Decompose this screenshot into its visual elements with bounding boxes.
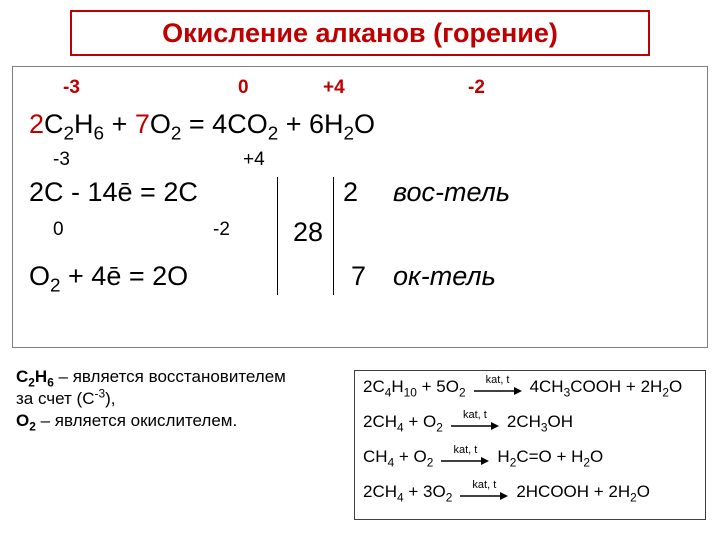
reaction-arrow: kat, t — [472, 385, 524, 397]
oxstate-1a: -3 — [63, 77, 80, 99]
half-reaction-1: 2C - 14ē = 2C — [29, 177, 198, 208]
half2-mult: 7 — [351, 261, 366, 292]
reaction-lhs: 2CH4 + 3O2 — [363, 482, 452, 502]
main-equation: 2C2H6 + 7O2 = 4CO2 + 6H2O — [29, 109, 375, 140]
half-reaction-2: O2 + 4ē = 2O — [29, 261, 188, 292]
reaction-condition: kat, t — [472, 374, 524, 386]
lcm-value: 28 — [293, 217, 323, 248]
reaction-row: 2C4H10 + 5O2 kat, t 4CH3COOH + 2H2O — [363, 377, 697, 397]
half1-role: вос-тель — [393, 177, 510, 208]
page-root: { "colors": { "title_text": "#c00000", "… — [0, 0, 720, 540]
reaction-rhs: 4CH3COOH + 2H2O — [530, 377, 683, 397]
oxstate-3a: 0 — [53, 219, 64, 241]
reaction-condition: kat, t — [449, 409, 501, 421]
reaction-lhs: 2CH4 + O2 — [363, 412, 443, 432]
reaction-condition: kat, t — [439, 444, 491, 456]
half2-role: ок-тель — [393, 261, 496, 292]
oxstate-2b: +4 — [243, 149, 265, 171]
reaction-arrow: kat, t — [439, 455, 491, 467]
reaction-rhs: 2CH3OH — [507, 412, 573, 432]
half1-mult: 2 — [343, 177, 358, 208]
reaction-lhs: CH4 + O2 — [363, 447, 433, 467]
reactions-box: 2C4H10 + 5O2 kat, t 4CH3COOH + 2H2O 2CH4 + … — [354, 370, 706, 520]
main-content-box: -3 0 +4 -2 2C2H6 + 7O2 = 4CO2 + 6H2O -3 … — [12, 66, 708, 348]
reaction-row: CH4 + O2 kat, t H2C=O + H2O — [363, 447, 697, 467]
note-line-1: C2H6 – является восстановителем — [16, 366, 336, 388]
reaction-row: 2CH4 + 3O2 kat, t 2HCOOH + 2H2O — [363, 482, 697, 502]
reaction-condition: kat, t — [458, 479, 510, 491]
explanation-note: C2H6 – является восстановителемза счет (… — [16, 366, 336, 432]
reaction-rhs: 2HCOOH + 2H2O — [516, 482, 650, 502]
divider-line-1 — [277, 177, 278, 295]
oxstate-3b: -2 — [213, 219, 230, 241]
reaction-arrow: kat, t — [449, 420, 501, 432]
reaction-row: 2CH4 + O2 kat, t 2CH3OH — [363, 412, 697, 432]
divider-line-2 — [333, 177, 334, 295]
title-text: Окисление алканов (горение) — [162, 18, 558, 48]
reaction-arrow: kat, t — [458, 490, 510, 502]
page-title: Окисление алканов (горение) — [70, 10, 650, 56]
oxstate-1b: 0 — [238, 77, 249, 99]
reaction-lhs: 2C4H10 + 5O2 — [363, 377, 466, 397]
note-line-2: за счет (С-3), — [16, 388, 336, 410]
reaction-rhs: H2C=O + H2O — [497, 447, 603, 467]
note-line-3: O2 – является окислителем. — [16, 410, 336, 432]
oxstate-1d: -2 — [468, 77, 485, 99]
oxstate-2a: -3 — [53, 149, 70, 171]
oxstate-1c: +4 — [323, 77, 345, 99]
